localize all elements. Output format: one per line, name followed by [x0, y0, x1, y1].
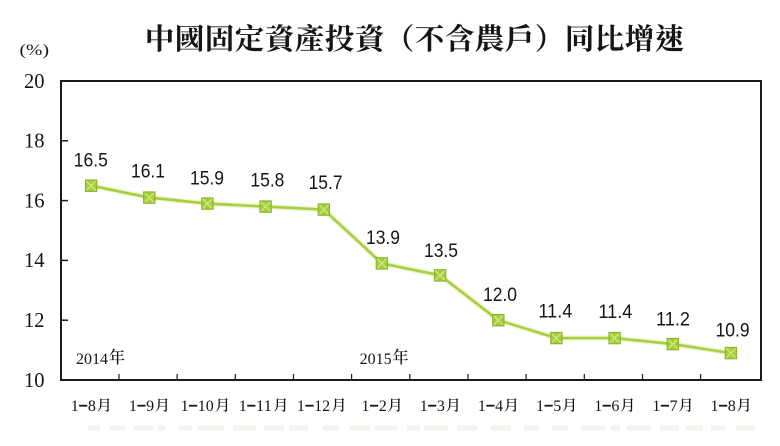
svg-text:18: 18 — [24, 129, 45, 153]
svg-text:16.1: 16.1 — [131, 161, 165, 182]
svg-text:1: 1 — [297, 398, 305, 415]
svg-text:13.5: 13.5 — [424, 241, 458, 262]
svg-text:12.0: 12.0 — [483, 285, 517, 306]
svg-text:8: 8 — [728, 398, 736, 415]
svg-text:10.9: 10.9 — [716, 321, 750, 342]
svg-text:10: 10 — [198, 398, 214, 415]
svg-text:1: 1 — [129, 398, 137, 415]
svg-text:15.8: 15.8 — [250, 170, 284, 191]
svg-text:10: 10 — [24, 368, 45, 392]
svg-text:11.2: 11.2 — [656, 310, 690, 331]
svg-text:1: 1 — [536, 398, 544, 415]
svg-text:20: 20 — [24, 69, 45, 93]
svg-text:11.4: 11.4 — [598, 302, 632, 323]
svg-text:1: 1 — [594, 398, 602, 415]
svg-text:1: 1 — [239, 398, 247, 415]
svg-text:1: 1 — [362, 398, 370, 415]
svg-text:8: 8 — [88, 398, 96, 415]
svg-text:15.9: 15.9 — [190, 169, 224, 190]
svg-text:9: 9 — [146, 398, 154, 415]
svg-text:1: 1 — [711, 398, 719, 415]
svg-text:(%): (%) — [20, 42, 50, 59]
svg-text:1: 1 — [420, 398, 428, 415]
svg-text:11.4: 11.4 — [538, 302, 572, 323]
svg-text:1: 1 — [71, 398, 79, 415]
svg-text:1: 1 — [478, 398, 486, 415]
svg-text:15.7: 15.7 — [309, 173, 343, 194]
svg-text:16.5: 16.5 — [74, 150, 108, 171]
svg-text:4: 4 — [495, 398, 503, 415]
svg-text:16: 16 — [24, 188, 45, 212]
svg-text:13.9: 13.9 — [366, 228, 400, 249]
svg-text:1: 1 — [652, 398, 660, 415]
svg-text:2: 2 — [379, 398, 387, 415]
svg-text:12: 12 — [314, 398, 330, 415]
svg-text:7: 7 — [670, 398, 678, 415]
svg-text:2015: 2015 — [360, 351, 392, 368]
svg-text:1: 1 — [181, 398, 189, 415]
svg-text:5: 5 — [553, 398, 561, 415]
svg-text:11: 11 — [256, 398, 272, 415]
svg-text:12: 12 — [24, 308, 45, 332]
svg-text:2014: 2014 — [76, 351, 108, 368]
svg-text:6: 6 — [611, 398, 619, 415]
svg-text:14: 14 — [24, 248, 45, 272]
svg-text:3: 3 — [437, 398, 445, 415]
